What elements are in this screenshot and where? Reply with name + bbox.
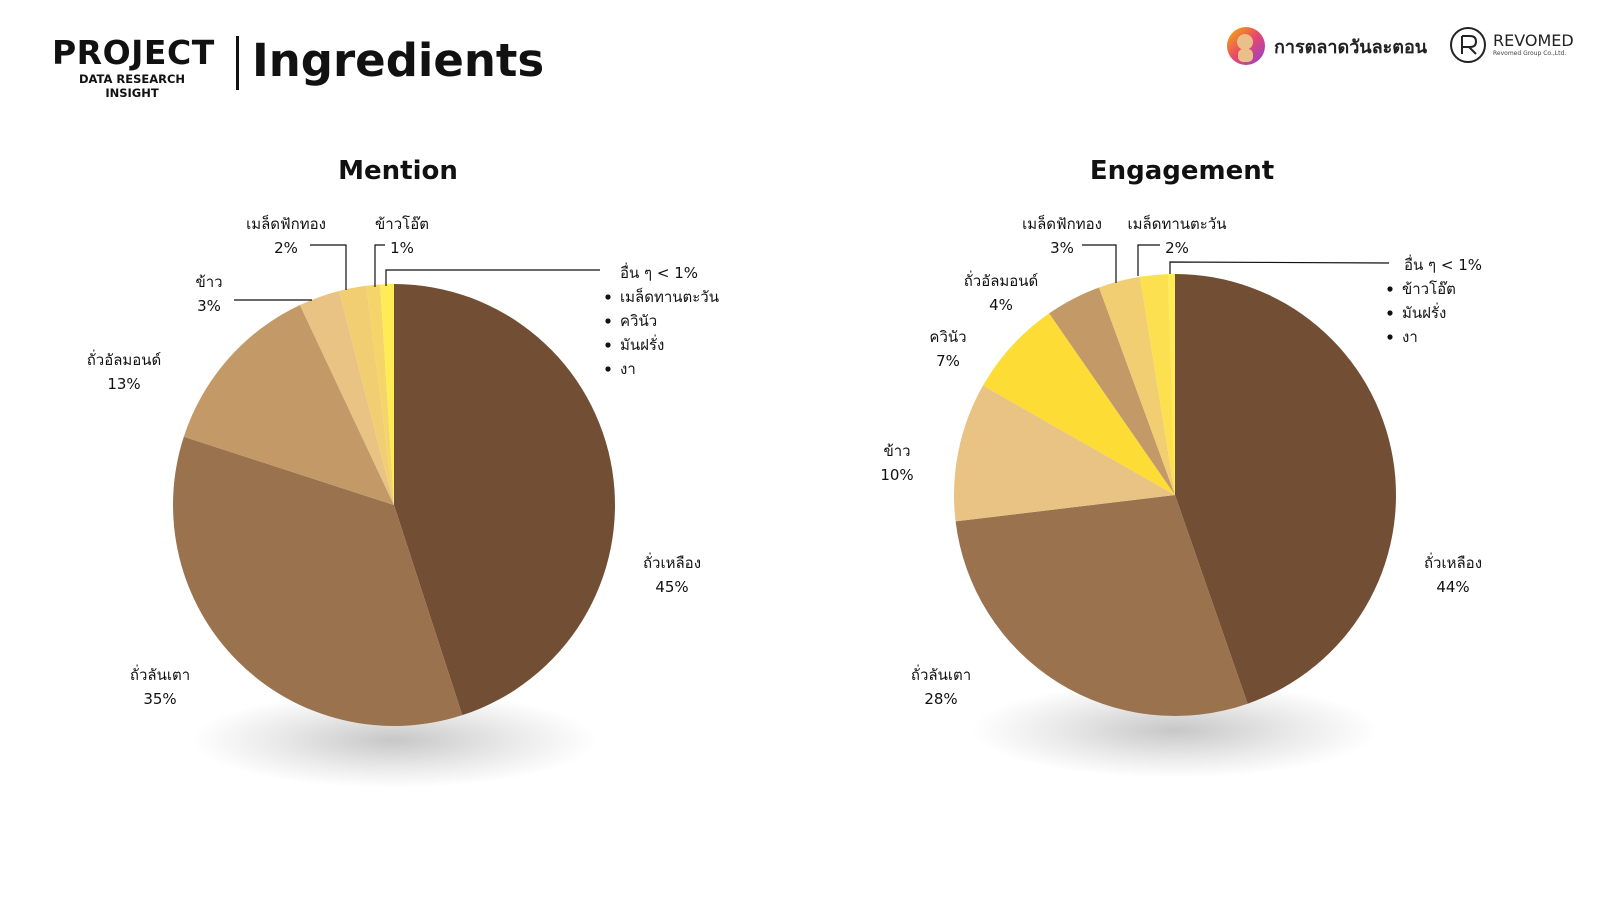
pie-slice [183, 305, 394, 505]
pie-slice [1139, 274, 1175, 495]
slice-label: ข้าว [195, 273, 222, 291]
pie-slice [394, 284, 615, 716]
pie-slice [1167, 274, 1175, 495]
others-list-item: งา [620, 360, 636, 378]
pie-chart-1: ถั่วเหลือง 44% ถั่วลันเตา 28% ข้าว 10% ควินัว 7… [880, 214, 1482, 778]
slice-value-label: 13% [107, 375, 140, 393]
pie-slice [173, 436, 463, 726]
others-list-item: เมล็ดทานตะวัน [620, 287, 719, 306]
pie-slice [954, 385, 1175, 522]
slice-label: ถั่วลันเตา [911, 664, 971, 684]
brand-title: PROJECT [52, 33, 215, 72]
others-list-item: ควินัว [620, 312, 657, 330]
pie-slice [1049, 287, 1175, 495]
slice-value-label: 3% [1050, 239, 1074, 257]
pie-slice [1099, 276, 1175, 495]
pie-slice [1175, 274, 1396, 704]
slice-value-label: 44% [1436, 578, 1469, 596]
bullet-dot [605, 342, 611, 348]
leader-line [1082, 244, 1117, 283]
slice-value-label: 2% [1165, 239, 1189, 257]
slice-label: ถั่วอัลมอนด์ [964, 270, 1039, 290]
header-divider [236, 36, 239, 90]
pie-chart-0: ถั่วเหลือง 45% ถั่วลันเตา 35% ถั่วอัลมอนด์ 13… [87, 214, 719, 788]
marketing-logo-text: การตลาดวันละตอน [1274, 36, 1428, 58]
engagement-chart-title: Engagement [1089, 156, 1275, 186]
marketing-logo: การตลาดวันละตอน [1226, 26, 1427, 66]
pie-slice [983, 313, 1175, 495]
pie-shadow [190, 692, 598, 788]
bullet-dot [1387, 334, 1393, 340]
slice-label: ถั่วเหลือง [643, 552, 701, 572]
bullet-dot [1387, 310, 1393, 316]
slice-label: เมล็ดฟักทอง [246, 214, 326, 233]
leader-line [1137, 244, 1160, 276]
others-list-item: งา [1402, 328, 1418, 346]
brand-subtitle: DATA RESEARCH INSIGHT [78, 72, 186, 100]
slice-label: เมล็ดทานตะวัน [1128, 214, 1227, 233]
slice-label: ถั่วเหลือง [1424, 552, 1482, 572]
page-title: Ingredients [252, 34, 545, 87]
others-list-item: มันฝรั่ง [620, 334, 664, 354]
slice-label: อื่น ๆ < 1% [1404, 254, 1482, 274]
leader-line [310, 244, 347, 290]
marketing-logo-icon [1227, 27, 1265, 65]
bullet-dot [605, 366, 611, 372]
pie-shadow [971, 682, 1379, 778]
others-list-item: มันฝรั่ง [1402, 302, 1446, 322]
leader-line [374, 244, 385, 287]
slice-value-label: 28% [924, 690, 957, 708]
slice-label: ข้าวโอ๊ต [375, 215, 429, 233]
revomed-logo-icon [1450, 27, 1486, 63]
revomed-logo: REVOMED Revomed Group Co.,Ltd. [1449, 26, 1574, 64]
slice-label: อื่น ๆ < 1% [620, 262, 698, 282]
slice-label: ข้าว [883, 442, 910, 460]
brand-block: PROJECT DATA RESEARCH INSIGHT [52, 33, 215, 101]
slice-value-label: 35% [143, 690, 176, 708]
pie-slice [955, 495, 1248, 716]
pie-slice [299, 290, 394, 505]
leader-line [385, 269, 600, 286]
slice-value-label: 10% [880, 466, 913, 484]
mention-chart-title: Mention [338, 156, 458, 186]
slice-value-label: 7% [936, 352, 960, 370]
revomed-logo-sub: Revomed Group Co.,Ltd. [1493, 50, 1567, 57]
pie-slice [366, 284, 394, 505]
slice-label: ถั่วอัลมอนด์ [87, 349, 162, 369]
leader-line [1169, 261, 1390, 274]
pie-slice [339, 285, 394, 505]
bullet-dot [605, 318, 611, 324]
slice-value-label: 2% [274, 239, 298, 257]
slice-value-label: 45% [655, 578, 688, 596]
slice-label: เมล็ดฟักทอง [1022, 214, 1102, 233]
slice-value-label: 1% [390, 239, 414, 257]
slice-label: ถั่วลันเตา [130, 664, 190, 684]
slice-value-label: 3% [197, 297, 221, 315]
pie-slice [380, 284, 394, 505]
revomed-logo-name: REVOMED [1493, 31, 1574, 50]
slice-label: ควินัว [929, 328, 966, 346]
bullet-dot [1387, 286, 1393, 292]
slice-value-label: 4% [989, 296, 1013, 314]
others-list-item: ข้าวโอ๊ต [1402, 280, 1456, 298]
bullet-dot [605, 294, 611, 300]
